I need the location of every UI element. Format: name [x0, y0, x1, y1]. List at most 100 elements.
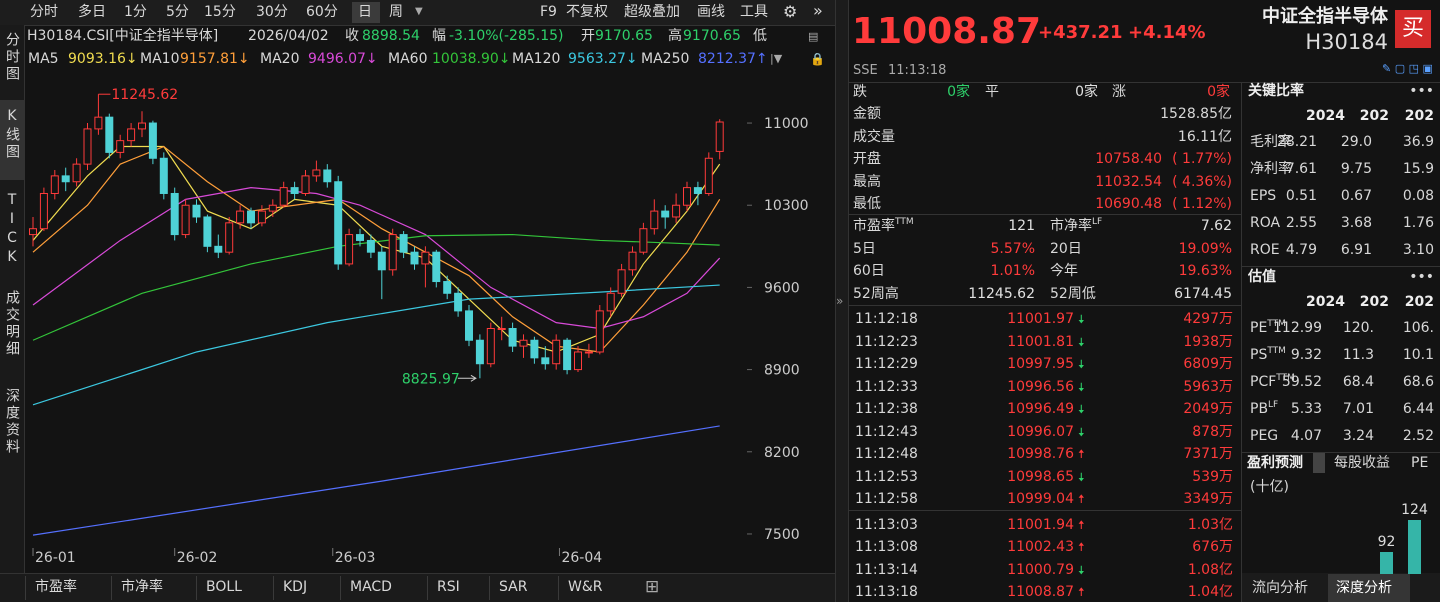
splitter-arrow[interactable]: » — [836, 294, 844, 308]
forecast-label: 92 — [1378, 534, 1396, 550]
candle-body — [312, 169, 321, 177]
tab-separator — [427, 576, 428, 600]
window-icon[interactable]: ▤ — [808, 30, 819, 43]
tool-button[interactable]: 超级叠加 — [624, 4, 680, 20]
side-tab[interactable]: K线图 — [4, 108, 20, 161]
metric-label: 52周低 — [1050, 286, 1096, 303]
period-tab[interactable]: 日 — [358, 4, 372, 20]
candle-body — [105, 116, 114, 153]
stat-label: 最高 — [853, 173, 881, 190]
candle-body — [497, 328, 506, 331]
stat-label: 金额 — [853, 106, 881, 122]
period-tab[interactable]: 5分 — [166, 4, 189, 20]
more-button[interactable]: ••• — [1409, 269, 1434, 285]
indicator-tab[interactable]: RSI — [437, 579, 460, 595]
metric-value: 6174.45 — [1174, 286, 1232, 303]
cell: 3.10 — [1402, 242, 1434, 258]
trade-time: 11:13:03 — [855, 516, 918, 533]
cell: 112.99 — [1273, 320, 1322, 336]
candle-body — [366, 239, 375, 253]
section-title: 估值 — [1248, 269, 1276, 285]
row-label: PCFTTM — [1250, 373, 1295, 390]
forecast-bar — [1408, 520, 1421, 574]
dropdown-icon[interactable]: ▼ — [415, 6, 423, 17]
index-code: H30184 — [1305, 30, 1388, 54]
ma-value: 9157.81↓ — [180, 51, 250, 67]
collapse-icon[interactable]: » — [813, 1, 823, 20]
forecast-tab[interactable]: 盈利预测 — [1247, 455, 1303, 471]
indicator-tab[interactable]: SAR — [499, 579, 528, 595]
cell: 4.79 — [1285, 242, 1317, 258]
forecast-tab[interactable]: 每股收益 — [1334, 455, 1390, 471]
period-tab[interactable]: 1分 — [124, 4, 147, 20]
indicator-tab[interactable]: 市净率 — [121, 579, 163, 595]
period-tab[interactable]: 30分 — [256, 4, 288, 20]
trade-time: 11:12:43 — [855, 423, 918, 440]
trade-time: 11:12:38 — [855, 401, 918, 417]
settings-icon[interactable]: ⚙ — [783, 2, 798, 21]
cell: 4.07 — [1290, 428, 1322, 444]
superscript: LF — [1268, 400, 1279, 410]
add-indicator-icon[interactable]: ⊞ — [645, 577, 660, 597]
ma-scroll[interactable]: |▼ — [770, 52, 783, 65]
ma-name: MA5 — [28, 51, 59, 67]
tool-button[interactable]: 不复权 — [566, 4, 608, 20]
candle-body — [323, 169, 332, 183]
index-name: 中证全指半导体 — [1262, 6, 1388, 27]
buy-button[interactable]: 买 — [1402, 16, 1425, 41]
side-tab[interactable]: 成交明细 — [4, 290, 20, 358]
cell: 10.1 — [1402, 347, 1434, 363]
buy-button-bg[interactable] — [1395, 10, 1431, 48]
low-annotation: 8825.97 — [402, 371, 460, 387]
tool-button[interactable]: 画线 — [697, 4, 725, 20]
row-label: ROE — [1250, 242, 1280, 258]
trade-amount: 7371万 — [1183, 446, 1233, 462]
trade-amount: 6809万 — [1183, 356, 1233, 372]
period-tab[interactable]: 多日 — [78, 4, 106, 20]
metric-label: 20日 — [1050, 240, 1082, 257]
forecast-tab[interactable]: PE — [1411, 455, 1429, 471]
candle-body — [475, 339, 484, 365]
bottom-tab[interactable]: 流向分析 — [1252, 580, 1308, 596]
x-tick-label: 26-02 — [177, 550, 218, 566]
trade-time: 11:13:18 — [855, 584, 918, 600]
trade-amount: 676万 — [1192, 539, 1233, 555]
trade-amount: 1.08亿 — [1187, 561, 1233, 578]
cell: 0.67 — [1340, 188, 1372, 204]
lock-icon[interactable]: 🔒 — [810, 52, 825, 66]
cell: 9.75 — [1340, 161, 1372, 177]
indicator-tab[interactable]: MACD — [350, 579, 392, 595]
period-tab[interactable]: 60分 — [306, 4, 338, 20]
indicator-tab[interactable]: 市盈率 — [35, 579, 77, 595]
trade-price: 10996.56 — [1007, 378, 1074, 395]
period-tab[interactable]: 周 — [389, 4, 403, 20]
period-tab[interactable]: 分时 — [30, 4, 58, 20]
year-header: 202 — [1404, 294, 1434, 310]
panel-icons[interactable]: ✎ ▢ ◳ ▣ — [1382, 62, 1433, 75]
bottom-tab[interactable]: 深度分析 — [1336, 580, 1392, 596]
cell: 106. — [1402, 320, 1434, 336]
tab-separator — [558, 576, 559, 600]
side-tab[interactable]: TICK — [4, 192, 20, 268]
trade-arrow: 🠅 — [1078, 447, 1085, 461]
splitter[interactable] — [835, 0, 849, 602]
more-button[interactable]: ••• — [1409, 83, 1434, 99]
cell: 120. — [1342, 320, 1374, 336]
period-tab[interactable]: 15分 — [204, 4, 236, 20]
tool-button[interactable]: F9 — [540, 4, 557, 20]
trade-amount: 1.03亿 — [1187, 516, 1233, 533]
ma-line — [32, 145, 721, 353]
indicator-tab[interactable]: KDJ — [283, 579, 308, 595]
metric-label: 52周高 — [853, 286, 899, 303]
tool-button[interactable]: 工具 — [740, 4, 768, 20]
side-tab[interactable]: 分时图 — [4, 32, 20, 83]
cell: 2.52 — [1402, 428, 1434, 444]
indicator-tab[interactable]: BOLL — [206, 579, 242, 595]
stat-pct: ( 1.77%) — [1172, 151, 1232, 167]
candle-body — [334, 181, 343, 265]
forecast-bar — [1380, 552, 1393, 574]
side-tab[interactable]: 深度资料 — [4, 388, 20, 456]
indicator-tab[interactable]: W&R — [568, 579, 603, 595]
stat-value: 10690.48 — [1095, 196, 1162, 212]
candle-body — [388, 234, 397, 271]
